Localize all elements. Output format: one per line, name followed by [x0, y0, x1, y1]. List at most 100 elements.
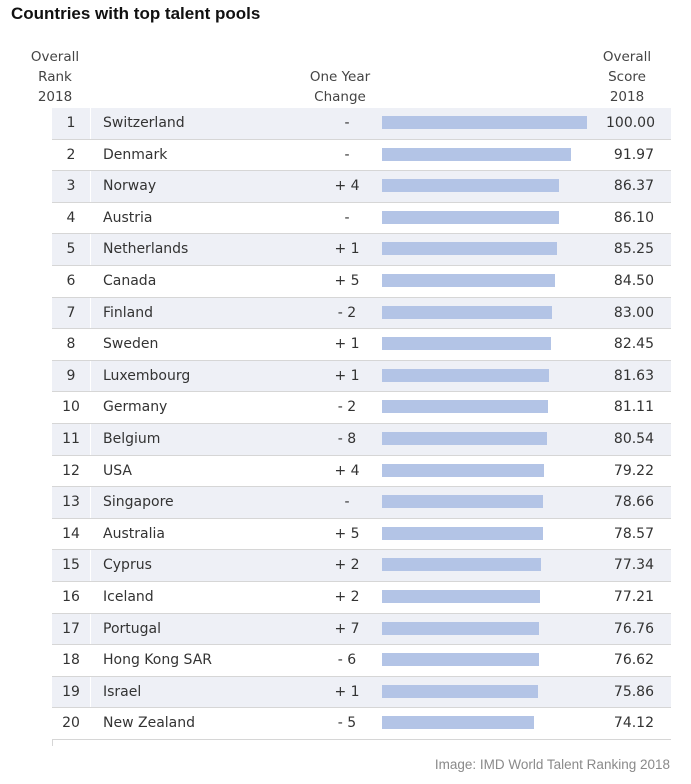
- image-credit: Image: IMD World Talent Ranking 2018: [434, 757, 670, 772]
- rank-cell: 8: [66, 336, 76, 353]
- bar-track: [382, 242, 587, 256]
- score-cell: 75.86: [613, 683, 654, 700]
- rank-cell: 14: [62, 525, 80, 542]
- table-row: 6 Canada + 5 84.50: [52, 265, 671, 298]
- bar-track: [382, 147, 587, 161]
- column-separator: [90, 202, 91, 234]
- rank-cell: 12: [62, 462, 80, 479]
- column-separator: [90, 455, 91, 487]
- country-cell: Sweden: [103, 336, 159, 353]
- rank-cell: 9: [66, 367, 76, 384]
- bar-track: [382, 116, 587, 129]
- country-cell: Cyprus: [103, 557, 152, 574]
- bar-track: [382, 400, 587, 414]
- column-separator: [90, 550, 91, 581]
- table-row: 3 Norway + 4 86.37: [52, 171, 671, 203]
- score-bar: [382, 305, 553, 319]
- header-score: Overall Score 2018: [602, 49, 652, 105]
- table-row: 11 Belgium - 8 80.54: [52, 423, 671, 456]
- score-cell: 78.66: [613, 494, 654, 511]
- country-cell: Hong Kong SAR: [103, 652, 213, 669]
- column-separator: [90, 234, 91, 265]
- score-cell: 80.54: [613, 430, 654, 447]
- change-cell: + 1: [334, 367, 360, 384]
- score-bar: [382, 684, 538, 698]
- chart-title: Countries with top talent pools: [11, 4, 261, 23]
- change-cell: + 7: [334, 620, 360, 637]
- rank-cell: 13: [62, 494, 80, 511]
- score-cell: 84.50: [613, 272, 654, 289]
- bar-track: [382, 337, 587, 351]
- score-cell: 86.37: [613, 178, 654, 195]
- country-cell: Canada: [103, 272, 157, 289]
- column-separator: [90, 265, 91, 297]
- change-cell: - 2: [337, 399, 357, 416]
- score-cell: 83.00: [613, 304, 654, 321]
- rank-cell: 15: [62, 557, 80, 574]
- score-bar: [382, 495, 544, 509]
- column-separator: [90, 518, 91, 550]
- table-row: 19 Israel + 1 75.86: [52, 676, 671, 709]
- score-cell: 82.45: [613, 336, 654, 353]
- country-cell: Denmark: [103, 146, 168, 163]
- score-bar: [382, 147, 571, 161]
- bar-track: [382, 589, 587, 603]
- column-separator: [90, 108, 91, 139]
- score-cell: 81.11: [613, 399, 654, 416]
- score-bar: [382, 400, 549, 414]
- score-bar: [382, 210, 559, 224]
- country-cell: Austria: [103, 209, 153, 226]
- country-cell: Singapore: [103, 494, 174, 511]
- change-cell: - 6: [337, 652, 357, 669]
- rank-cell: 4: [66, 209, 76, 226]
- score-cell: 85.25: [613, 241, 654, 258]
- bar-track: [382, 179, 587, 193]
- score-bar: [382, 337, 551, 351]
- column-separator: [90, 329, 91, 360]
- column-separator: [90, 676, 91, 708]
- score-cell: 77.34: [613, 557, 654, 574]
- table-row: 2 Denmark - 91.97: [52, 139, 671, 172]
- score-cell: 100.00: [606, 115, 655, 131]
- table-row: 13 Singapore - 78.66: [52, 487, 671, 519]
- rank-cell: 7: [66, 304, 76, 321]
- change-cell: + 1: [334, 241, 360, 258]
- country-cell: Germany: [103, 399, 168, 416]
- change-cell: + 4: [334, 462, 360, 479]
- change-cell: + 5: [334, 272, 360, 289]
- column-separator: [90, 581, 91, 613]
- country-cell: Israel: [103, 683, 142, 700]
- change-cell: -: [344, 494, 350, 511]
- change-cell: -: [344, 146, 350, 163]
- change-cell: + 5: [334, 525, 360, 542]
- rank-cell: 6: [66, 272, 76, 289]
- score-bar: [382, 621, 540, 635]
- score-cell: 76.76: [613, 620, 654, 637]
- ranking-table: 1 Switzerland - 100.00 2 Denmark - 91.97 3 Norway…: [52, 108, 671, 740]
- country-cell: Portugal: [103, 620, 161, 637]
- table-tail: [52, 740, 672, 746]
- bar-track: [382, 526, 587, 540]
- table-row: 17 Portugal + 7 76.76: [52, 613, 671, 646]
- column-separator: [90, 139, 91, 171]
- score-cell: 79.22: [613, 462, 654, 479]
- table-row: 9 Luxembourg + 1 81.63: [52, 360, 671, 393]
- score-bar: [382, 116, 587, 129]
- column-separator: [90, 171, 91, 202]
- rank-cell: 1: [66, 115, 76, 131]
- score-cell: 74.12: [613, 715, 654, 732]
- score-bar: [382, 526, 544, 540]
- score-bar: [382, 431, 548, 445]
- header-rank: Overall Rank 2018: [30, 49, 80, 105]
- rank-cell: 19: [62, 683, 80, 700]
- bar-track: [382, 273, 587, 287]
- score-bar: [382, 653, 540, 667]
- change-cell: -: [344, 209, 350, 226]
- country-cell: Australia: [103, 525, 165, 542]
- rank-cell: 18: [62, 652, 80, 669]
- score-cell: 91.97: [613, 146, 654, 163]
- column-separator: [90, 708, 91, 739]
- score-bar: [382, 273, 556, 287]
- bar-track: [382, 684, 587, 698]
- change-cell: -: [344, 115, 350, 131]
